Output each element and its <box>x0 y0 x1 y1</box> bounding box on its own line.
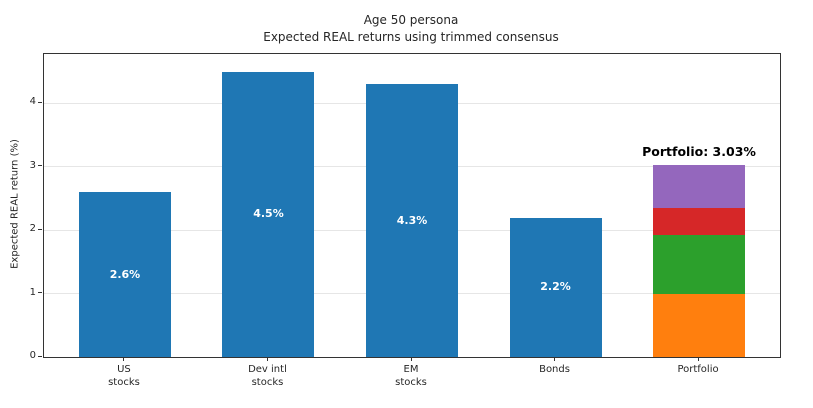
x-tick-mark <box>554 357 556 361</box>
bar-value-label: 2.2% <box>540 280 571 294</box>
x-tick-mark <box>266 357 268 361</box>
portfolio-segment-1 <box>653 294 746 357</box>
y-tick-label: 1 <box>29 286 36 298</box>
y-axis-label: Expected REAL return (%) <box>9 139 21 269</box>
chart-title-line2: Expected REAL returns using trimmed cons… <box>263 30 559 44</box>
y-tick-label: 3 <box>29 159 36 171</box>
x-tick-mark <box>697 357 699 361</box>
bar-3: 4.3% <box>366 84 458 357</box>
plot-area: 2.6% 4.5% 4.3% 2.2% Portfolio: 3.03% <box>43 53 781 358</box>
y-tick-mark <box>38 355 42 357</box>
bar-value-label: 2.6% <box>109 267 141 281</box>
y-tick-label: 2 <box>29 223 36 235</box>
bar-value-label: 4.3% <box>396 213 428 227</box>
bar-1: 2.6% <box>78 192 171 357</box>
x-tick-label: US stocks <box>108 364 140 388</box>
y-tick-mark <box>38 228 42 230</box>
portfolio-stacked-bar <box>653 164 746 357</box>
portfolio-segment-2 <box>653 234 746 295</box>
portfolio-total-label: Portfolio: 3.03% <box>642 143 756 159</box>
bar-4: 2.2% <box>509 217 602 357</box>
y-tick-mark <box>38 165 42 167</box>
bar-2: 4.5% <box>222 71 315 357</box>
portfolio-segment-4 <box>653 164 746 209</box>
x-tick-label: Portfolio <box>677 364 719 375</box>
x-tick-label: EM stocks <box>395 364 427 388</box>
x-tick-label: Dev intl stocks <box>248 364 287 388</box>
x-tick-mark <box>410 357 412 361</box>
chart-title: Age 50 persona Expected REAL returns usi… <box>43 12 779 46</box>
y-tick-label: 4 <box>29 96 36 108</box>
y-tick-label: 0 <box>29 350 36 361</box>
portfolio-segment-3 <box>653 208 746 235</box>
y-tick-mark <box>38 292 42 294</box>
bar-value-label: 4.5% <box>253 207 284 221</box>
x-tick-mark <box>123 357 125 361</box>
x-tick-label: Bonds <box>539 364 570 375</box>
chart-title-line1: Age 50 persona <box>363 13 459 27</box>
y-tick-mark <box>38 101 42 103</box>
